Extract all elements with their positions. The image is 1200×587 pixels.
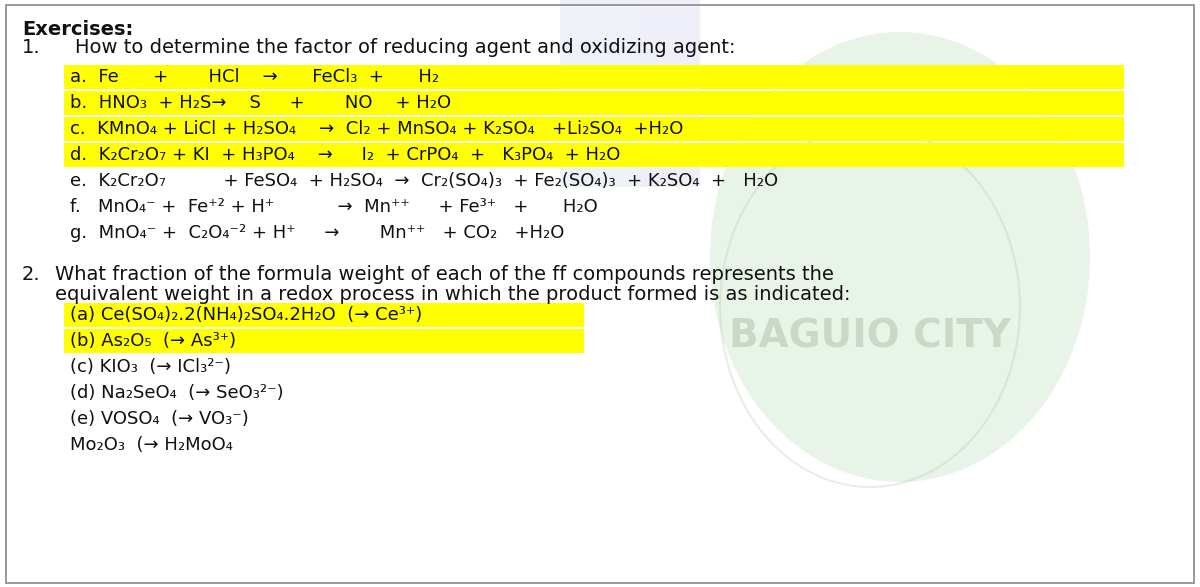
FancyBboxPatch shape bbox=[64, 117, 1124, 141]
Ellipse shape bbox=[710, 32, 1090, 482]
Text: (b) As₂O₅  (→ As³⁺): (b) As₂O₅ (→ As³⁺) bbox=[70, 332, 236, 350]
FancyBboxPatch shape bbox=[64, 143, 1124, 167]
Text: d.  K₂Cr₂O₇ + KI  + H₃PO₄    →     I₂  + CrPO₄  +   K₃PO₄  + H₂O: d. K₂Cr₂O₇ + KI + H₃PO₄ → I₂ + CrPO₄ + K… bbox=[70, 146, 620, 164]
Text: equivalent weight in a redox process in which the product formed is as indicated: equivalent weight in a redox process in … bbox=[55, 285, 851, 304]
Text: e.  K₂Cr₂O₇          + FeSO₄  + H₂SO₄  →  Cr₂(SO₄)₃  + Fe₂(SO₄)₃  + K₂SO₄  +   H: e. K₂Cr₂O₇ + FeSO₄ + H₂SO₄ → Cr₂(SO₄)₃ +… bbox=[70, 172, 778, 190]
FancyBboxPatch shape bbox=[64, 303, 584, 327]
Text: (a) Ce(SO₄)₂.2(NH₄)₂SO₄.2H₂O  (→ Ce³⁺): (a) Ce(SO₄)₂.2(NH₄)₂SO₄.2H₂O (→ Ce³⁺) bbox=[70, 306, 422, 324]
Text: Exercises:: Exercises: bbox=[22, 20, 133, 39]
FancyBboxPatch shape bbox=[64, 65, 1124, 89]
Text: c.  KMnO₄ + LiCl + H₂SO₄    →  Cl₂ + MnSO₄ + K₂SO₄   +Li₂SO₄  +H₂O: c. KMnO₄ + LiCl + H₂SO₄ → Cl₂ + MnSO₄ + … bbox=[70, 120, 683, 138]
FancyBboxPatch shape bbox=[560, 0, 640, 187]
Text: (d) Na₂SeO₄  (→ SeO₃²⁻): (d) Na₂SeO₄ (→ SeO₃²⁻) bbox=[70, 384, 283, 402]
Text: How to determine the factor of reducing agent and oxidizing agent:: How to determine the factor of reducing … bbox=[74, 38, 736, 57]
Text: What fraction of the formula weight of each of the ff compounds represents the: What fraction of the formula weight of e… bbox=[55, 265, 834, 284]
Text: a.  Fe      +       HCl    →      FeCl₃  +      H₂: a. Fe + HCl → FeCl₃ + H₂ bbox=[70, 68, 439, 86]
Text: f.   MnO₄⁻ +  Fe⁺² + H⁺           →  Mn⁺⁺     + Fe³⁺   +      H₂O: f. MnO₄⁻ + Fe⁺² + H⁺ → Mn⁺⁺ + Fe³⁺ + H₂O bbox=[70, 198, 598, 216]
FancyBboxPatch shape bbox=[640, 0, 700, 187]
Text: (c) KIO₃  (→ ICl₃²⁻): (c) KIO₃ (→ ICl₃²⁻) bbox=[70, 358, 230, 376]
Text: (e) VOSO₄  (→ VO₃⁻): (e) VOSO₄ (→ VO₃⁻) bbox=[70, 410, 248, 428]
Text: b.  HNO₃  + H₂S→    S     +       NO    + H₂O: b. HNO₃ + H₂S→ S + NO + H₂O bbox=[70, 94, 451, 112]
Text: g.  MnO₄⁻ +  C₂O₄⁻² + H⁺     →       Mn⁺⁺   + CO₂   +H₂O: g. MnO₄⁻ + C₂O₄⁻² + H⁺ → Mn⁺⁺ + CO₂ +H₂O bbox=[70, 224, 564, 242]
FancyBboxPatch shape bbox=[64, 91, 1124, 115]
FancyBboxPatch shape bbox=[64, 329, 584, 353]
Text: Mo₂O₃  (→ H₂MoO₄: Mo₂O₃ (→ H₂MoO₄ bbox=[70, 436, 233, 454]
Text: 2.: 2. bbox=[22, 265, 41, 284]
Text: 1.: 1. bbox=[22, 38, 41, 57]
Text: BAGUIO CITY: BAGUIO CITY bbox=[730, 318, 1010, 356]
